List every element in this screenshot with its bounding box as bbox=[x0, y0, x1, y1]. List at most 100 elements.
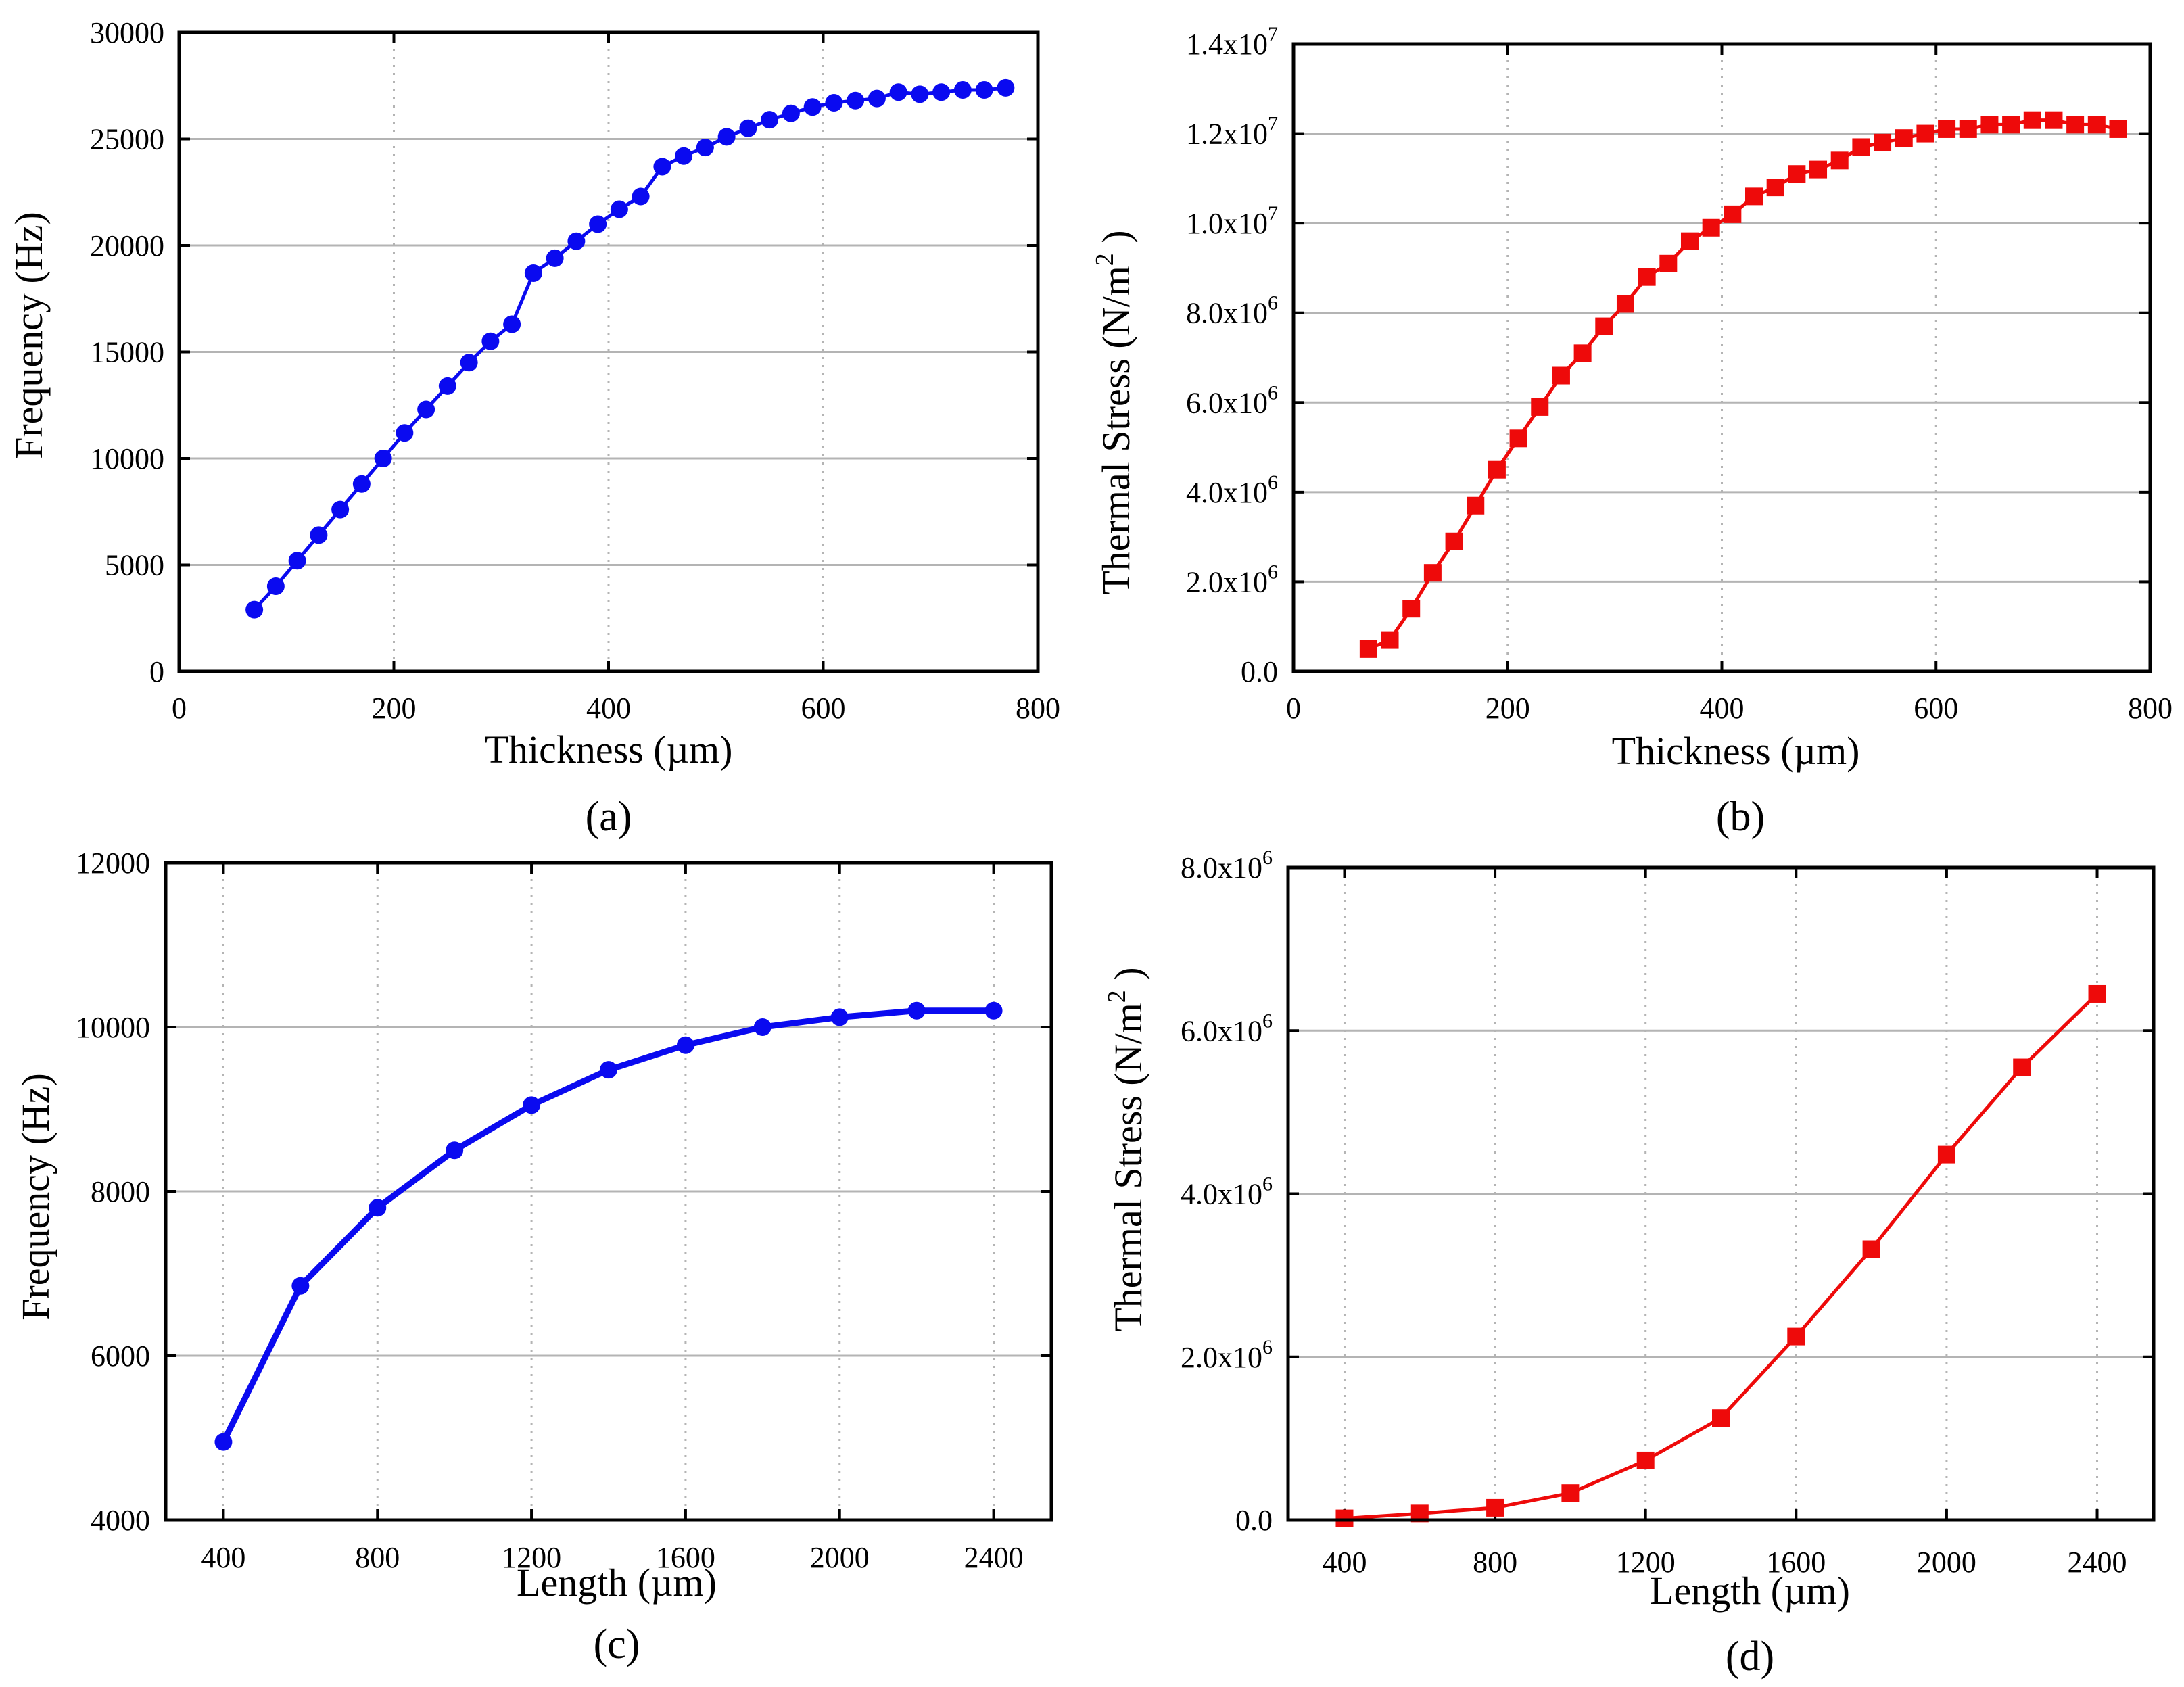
panel-a-x-tick-label: 400 bbox=[586, 692, 631, 725]
panel-d-y-tick-label: 0.0 bbox=[1235, 1504, 1273, 1537]
panel-c-data-point bbox=[984, 1001, 1003, 1020]
panel-c-data-point bbox=[446, 1141, 464, 1160]
panel-d-data-point bbox=[1712, 1409, 1730, 1427]
panel-b-x-tick-label: 200 bbox=[1486, 692, 1530, 725]
panel-d-ylabel-sup: 2 bbox=[1103, 990, 1131, 1003]
panel-b-data-point bbox=[2045, 111, 2063, 129]
panel-a-x-tick-label: 800 bbox=[1016, 692, 1060, 725]
panel-a-data-point bbox=[610, 200, 628, 218]
panel-a-data-point bbox=[567, 232, 586, 250]
panel-d-data-point bbox=[1862, 1240, 1880, 1258]
panel-b-data-point bbox=[1509, 429, 1527, 448]
panel-c-y-tick-label: 4000 bbox=[91, 1504, 150, 1537]
panel-a-x-tick-label: 600 bbox=[801, 692, 846, 725]
panel-b-data-point bbox=[1874, 133, 1892, 151]
panel-b-data-point bbox=[1852, 138, 1870, 156]
panel-b-data-point bbox=[1359, 640, 1377, 658]
panel-a-data-point bbox=[953, 81, 972, 99]
panel-c: 400 800 1200 1600 2000 2400 4000 6000 8000 10000 1… bbox=[14, 847, 1053, 1667]
panel-a-data-point bbox=[481, 332, 500, 350]
panel-c-y-tick-label: 8000 bbox=[91, 1175, 150, 1208]
panel-a-data-point bbox=[932, 83, 951, 101]
panel-a-data-point bbox=[782, 104, 800, 122]
panel-b-data-point bbox=[1724, 205, 1742, 223]
panel-b-data-point bbox=[1938, 120, 1956, 138]
panel-a-data-point bbox=[245, 600, 264, 619]
panel-d-data-point bbox=[2013, 1058, 2031, 1076]
panel-a-data-point bbox=[975, 81, 993, 99]
panel-a-data-point bbox=[717, 128, 736, 146]
panel-d-x-tick-label: 1200 bbox=[1616, 1546, 1676, 1579]
panel-b-data-point bbox=[2023, 111, 2041, 129]
panel-a-data-point bbox=[374, 450, 392, 467]
panel-b-data-point bbox=[1573, 344, 1592, 362]
panel-b-data-point bbox=[1766, 179, 1784, 197]
panel-a-y-tick-label: 0 bbox=[149, 655, 164, 688]
panel-b-x-tick-label: 800 bbox=[2128, 692, 2173, 725]
panel-a-caption: (a) bbox=[586, 794, 632, 840]
panel-d-caption: (d) bbox=[1726, 1634, 1774, 1680]
panel-a: 0 200 400 600 800 0 5000 10000 15000 20000 25000 30… bbox=[7, 16, 1060, 840]
panel-b-data-point bbox=[1916, 124, 1934, 143]
panel-d-y-tick-label: 6.0x106 bbox=[1181, 1009, 1273, 1047]
panel-b-ylabel-main: Thermal Stress (N/m bbox=[1094, 266, 1138, 594]
panel-a-xlabel: Thickness (µm) bbox=[485, 728, 733, 771]
panel-a-data-point bbox=[460, 354, 478, 372]
panel-d-xlabel: Length (µm) bbox=[1650, 1569, 1850, 1613]
panel-b-data-point bbox=[1423, 564, 1442, 582]
panel-b-ylabel-sup: 2 bbox=[1091, 253, 1119, 266]
panel-b-data-point bbox=[1659, 254, 1678, 272]
panel-d-series-line bbox=[1344, 993, 2099, 1521]
panel-d: 400 800 1200 1600 2000 2400 0.0 2.0x106 4.0x106 6… bbox=[1103, 847, 2156, 1680]
panel-b-x-tick-label: 400 bbox=[1700, 692, 1744, 725]
panel-c-y-tick-label: 12000 bbox=[76, 847, 150, 880]
panel-c-data-point bbox=[291, 1277, 310, 1295]
panel-a-plot: 0 200 400 600 800 0 5000 10000 15000 20000 25000 30… bbox=[90, 16, 1060, 725]
panel-b-data-point bbox=[1552, 366, 1570, 385]
panel-c-x-tick-label: 2000 bbox=[810, 1541, 870, 1574]
panel-c-x-tick-label: 400 bbox=[201, 1541, 245, 1574]
panel-b-ylabel-end: ) bbox=[1094, 230, 1138, 253]
panel-b-plot: 0 200 400 600 800 0.0 2.0x106 4.0x106 6.0x106 8.0… bbox=[1186, 23, 2173, 725]
panel-a-data-point bbox=[266, 577, 285, 595]
panel-a-y-tick-label: 15000 bbox=[90, 336, 164, 369]
panel-a-data-point bbox=[997, 78, 1015, 97]
panel-b-plot-frame bbox=[1291, 42, 2152, 673]
panel-a-data-point bbox=[352, 475, 371, 493]
panel-b-data-point bbox=[1381, 631, 1399, 649]
panel-a-series-line bbox=[253, 86, 1006, 611]
panel-a-data-point bbox=[524, 264, 542, 282]
panel-b-data-point bbox=[1445, 532, 1463, 550]
panel-a-y-tick-label: 5000 bbox=[105, 549, 164, 582]
panel-b-data-point bbox=[1616, 295, 1634, 313]
panel-c-x-tick-label: 1600 bbox=[656, 1541, 715, 1574]
panel-a-data-point bbox=[868, 89, 886, 108]
panel-a-data-point bbox=[696, 139, 714, 157]
panel-b-y-tick-label: 2.0x106 bbox=[1186, 561, 1278, 598]
panel-b-y-tick-label: 1.4x107 bbox=[1186, 23, 1278, 61]
panel-c-x-tick-label: 1200 bbox=[502, 1541, 561, 1574]
panel-d-x-tick-label: 400 bbox=[1322, 1546, 1367, 1579]
panel-a-y-tick-label: 30000 bbox=[90, 16, 164, 49]
panel-b-data-point bbox=[1638, 268, 1656, 286]
panel-c-data-point bbox=[523, 1096, 541, 1114]
panel-b-data-point bbox=[1745, 187, 1763, 206]
panel-b-data-point bbox=[1895, 129, 1913, 147]
panel-c-data-point bbox=[830, 1008, 849, 1026]
panel-d-x-tick-label: 2000 bbox=[1917, 1546, 1976, 1579]
panel-a-data-point bbox=[589, 215, 607, 233]
panel-c-x-tick-label: 2400 bbox=[964, 1541, 1024, 1574]
panel-b-data-point bbox=[1467, 496, 1485, 515]
panel-b-y-tick-label: 4.0x106 bbox=[1186, 471, 1278, 509]
panel-d-ylabel-main: Thermal Stress (N/m bbox=[1106, 1003, 1150, 1331]
panel-c-y-tick-label: 6000 bbox=[91, 1339, 150, 1373]
panel-a-data-point bbox=[546, 249, 564, 267]
panel-c-x-tick-label: 800 bbox=[355, 1541, 400, 1574]
panel-d-data-point bbox=[1636, 1451, 1655, 1469]
panel-a-x-tick-label: 0 bbox=[172, 692, 187, 725]
panel-b-data-point bbox=[1702, 218, 1720, 237]
panel-d-data-point bbox=[1486, 1498, 1504, 1517]
panel-c-ylabel: Frequency (Hz) bbox=[14, 1073, 57, 1321]
panel-d-y-tick-label: 2.0x106 bbox=[1181, 1336, 1273, 1374]
